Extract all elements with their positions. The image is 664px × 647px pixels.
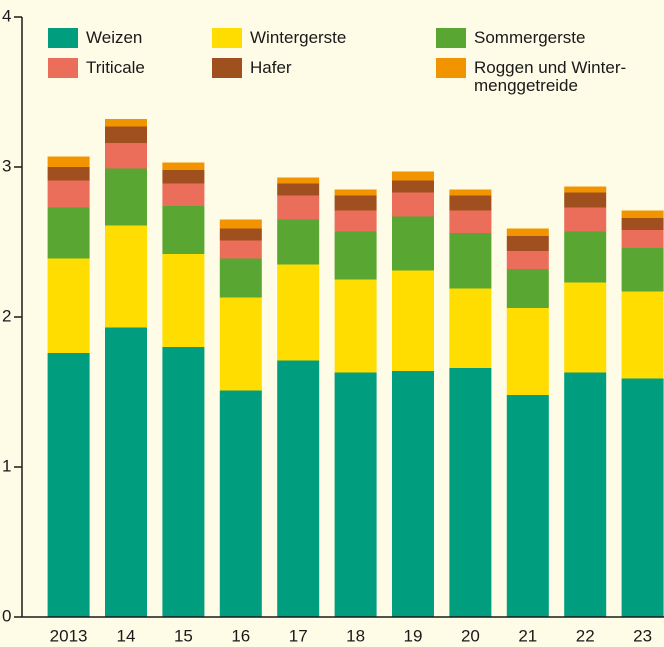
bar-segment [47,353,90,617]
bar-segment [219,240,262,259]
bar-segment [449,189,492,196]
bar-segment [277,264,320,361]
legend-label: Roggen und Winter- menggetreide [474,58,627,95]
bar-segment [277,360,320,617]
x-tick-label: 22 [576,626,595,645]
bar-segment [506,251,549,269]
bar-segment [162,183,205,206]
bar-segment [47,207,90,259]
y-tick-label: 4 [2,6,11,25]
x-tick-label: 2013 [50,626,88,645]
x-tick-label: 16 [231,626,250,645]
legend-label: Triticale [86,58,145,77]
bar-segment [506,308,549,395]
bar-segment [334,279,377,373]
bar-segment [162,206,205,254]
bar-segment [47,180,90,208]
bar-segment [105,225,147,328]
bar-segment [506,395,549,617]
y-tick-label: 2 [2,306,11,325]
bar-segment [277,183,320,196]
bar-segment [621,230,664,248]
bar-segment [105,119,147,127]
bar-segment [219,219,262,229]
bar-segment [392,171,434,181]
x-tick-label: 15 [174,626,193,645]
legend-swatch [48,58,78,78]
x-tick-label: 21 [518,626,537,645]
bar-segment [392,192,434,217]
bar-segment [47,167,90,181]
bar-segment [334,210,377,232]
bar-segment [506,269,549,308]
bar-segment [105,126,147,143]
bar-segment [621,291,664,379]
bar-segment [162,170,205,184]
bar-segment [105,327,147,617]
bar-segment [277,177,320,184]
bar-segment [621,210,664,218]
bar-segment [392,180,434,193]
bar-segment [506,236,549,251]
bar-segment [449,195,492,211]
bar-segment [506,228,549,236]
bar-segment [564,372,607,617]
y-tick-label: 1 [2,456,11,475]
legend-swatch [212,28,242,48]
bar-segment [564,186,607,193]
bar-segment [449,368,492,617]
bar-segment [162,347,205,617]
y-tick-label: 3 [2,156,11,175]
bar-segment [219,228,262,241]
bar-segment [621,248,664,292]
legend-label: Sommergerste [474,28,586,47]
bar-segment [449,233,492,289]
bar-segment [219,390,262,617]
bar-segment [105,143,147,169]
x-tick-label: 17 [289,626,308,645]
x-tick-label: 23 [633,626,652,645]
bar-segment [219,297,262,391]
bar-segment [277,195,320,220]
legend-swatch [436,58,466,78]
bar-segment [334,189,377,196]
bar-segment [564,207,607,232]
bar-segment [564,231,607,283]
bar-segment [564,192,607,208]
legend-label: Wintergerste [250,28,347,47]
x-tick-label: 14 [117,626,136,645]
bar-segment [449,288,492,368]
bar-segment [277,219,320,265]
bar-segment [219,258,262,298]
legend-label: Hafer [250,58,292,77]
legend-swatch [212,58,242,78]
x-tick-label: 18 [346,626,365,645]
x-tick-label: 20 [461,626,480,645]
bar-segment [621,218,664,230]
legend-label: Weizen [86,28,143,47]
bar-segment [47,258,90,353]
bar-segment [621,378,664,617]
bar-segment [47,156,90,167]
bar-segment [162,162,205,170]
bar-segment [449,210,492,233]
bar-segment [392,216,434,271]
y-tick-label: 0 [2,606,11,625]
legend-swatch [48,28,78,48]
x-tick-label: 19 [404,626,423,645]
bar-segment [392,371,434,617]
bar-segment [105,168,147,226]
bar-segment [162,254,205,347]
bar-segment [564,282,607,373]
bar-segment [334,231,377,280]
bar-segment [334,195,377,211]
bar-segment [392,270,434,371]
bar-segment [334,372,377,617]
legend-swatch [436,28,466,48]
